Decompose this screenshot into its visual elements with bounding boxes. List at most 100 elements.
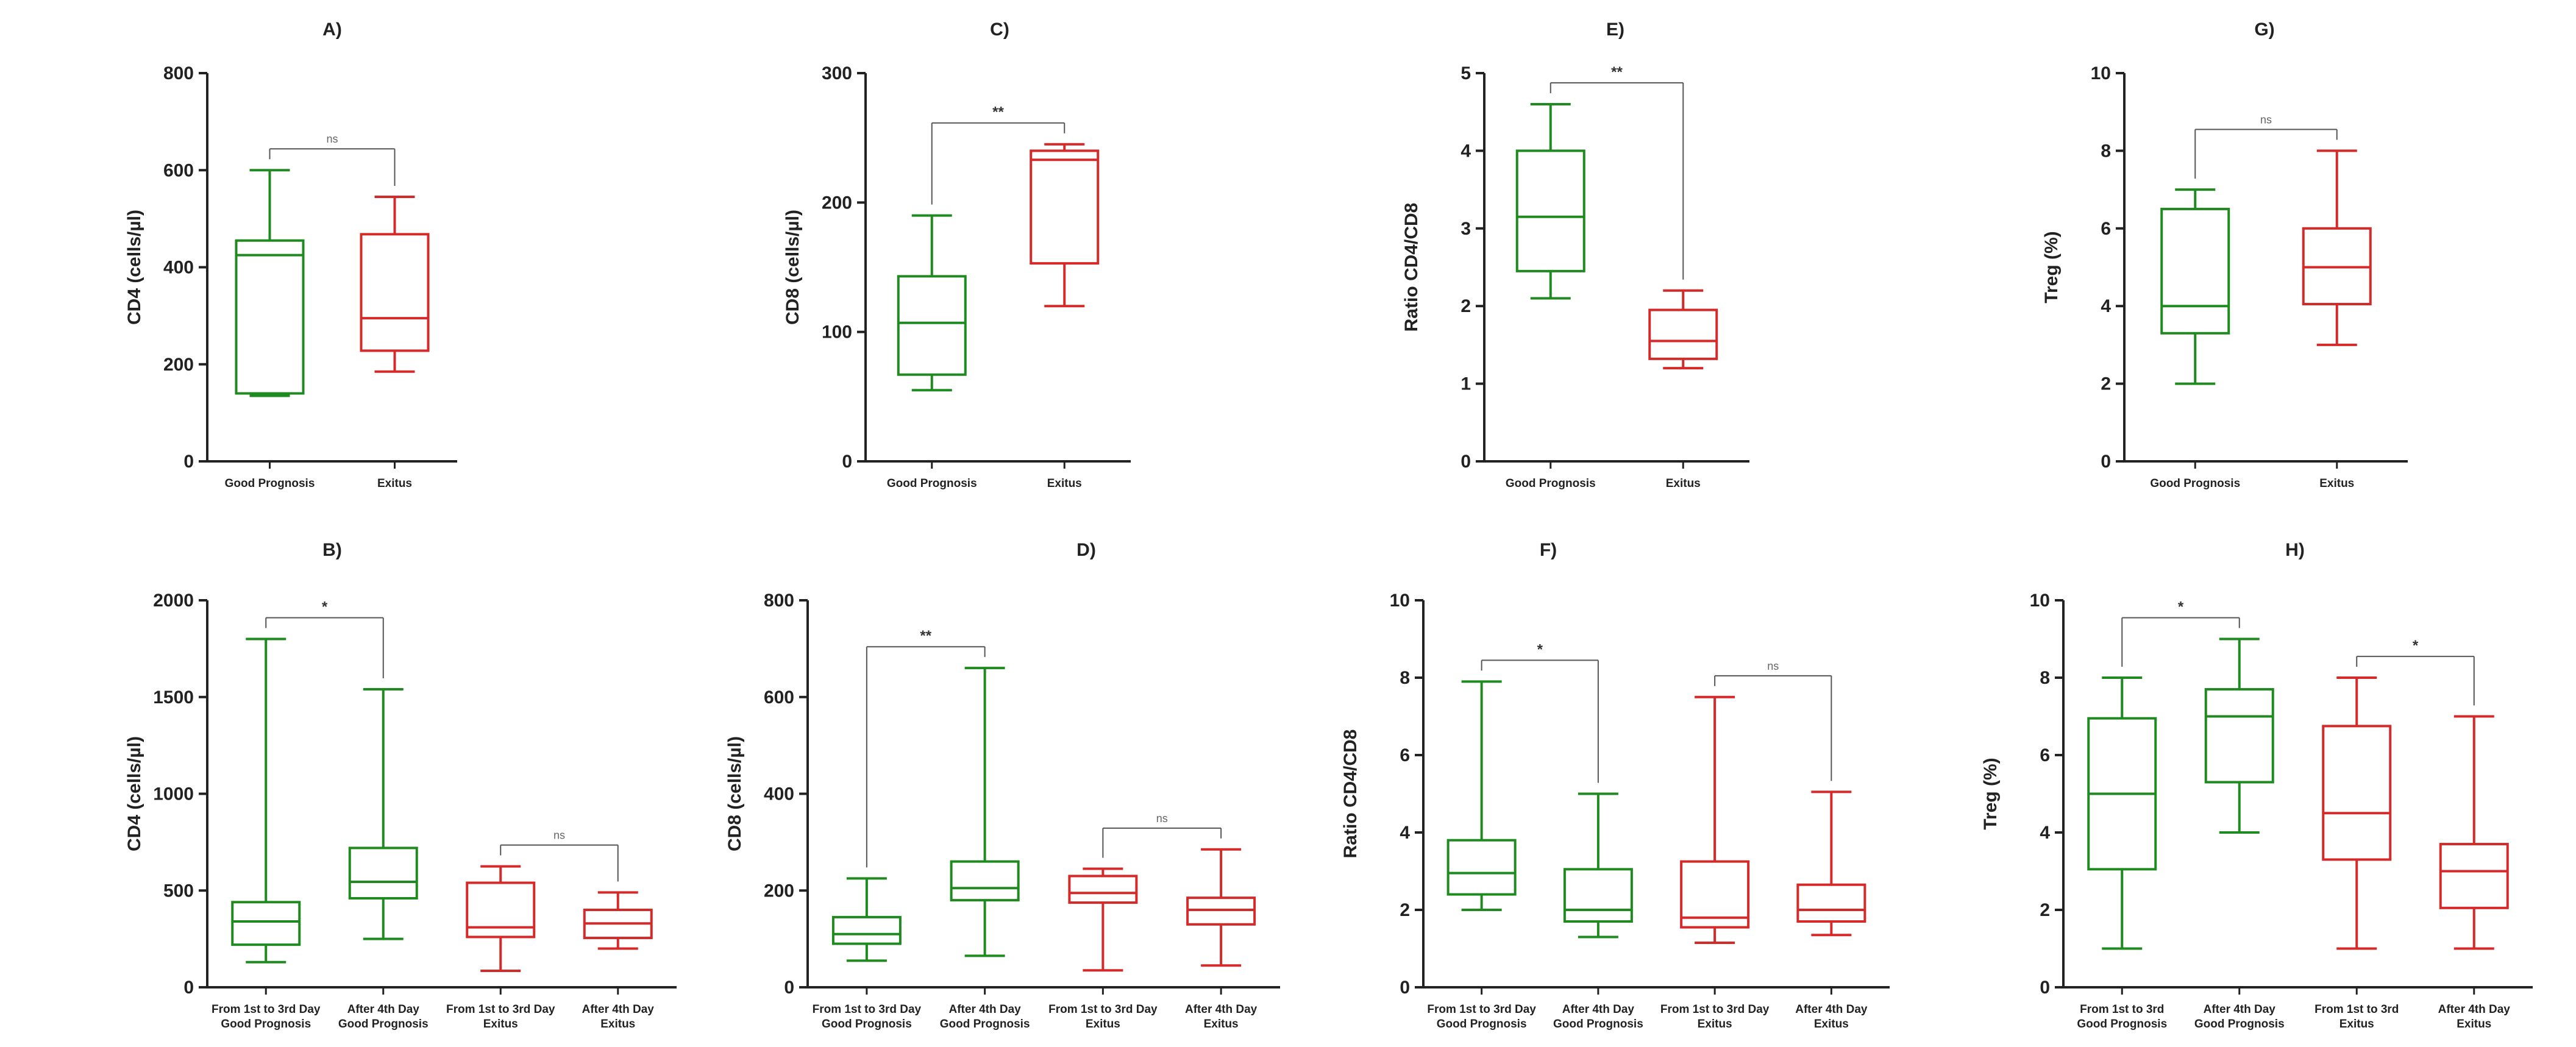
x-category-label: After 4th Day xyxy=(2204,1003,2276,1016)
y-tick-label: 100 xyxy=(822,322,852,342)
box-iqr xyxy=(1030,149,1100,265)
x-category-label: From 1st to 3rd Day xyxy=(212,1003,321,1016)
y-axis-label: Ratio CD4/CD8 xyxy=(1401,203,1421,332)
panel-g: G) 0 2 4 6 8 10 Treg (%) Good Prognosis Exitus ns xyxy=(2041,20,2408,490)
y-tick-label: 4 xyxy=(2101,296,2111,316)
y-tick-label: 400 xyxy=(764,784,794,804)
x-category-label: From 1st to 3rd xyxy=(2080,1003,2164,1016)
x-category-label: After 4th Day xyxy=(2438,1003,2511,1016)
x-category-label: Good Prognosis xyxy=(2077,1018,2167,1031)
x-category-label: Exitus xyxy=(600,1018,635,1031)
box-iqr xyxy=(831,915,902,945)
panel-f: F) 0 2 4 6 8 10 Ratio CD4/CD8 From 1st to 3rd Da… xyxy=(1340,540,1890,1031)
y-tick-label: 200 xyxy=(764,881,794,901)
significance-bracket: ns xyxy=(1102,812,1222,858)
box-iqr xyxy=(231,901,301,946)
y-tick-label: 3 xyxy=(1461,219,1471,239)
panel-e: E) 0 1 2 3 4 5 Ratio CD4/CD8 Good Prognosis Exitu… xyxy=(1401,20,1749,490)
y-axis-label: CD4 (cells/µl) xyxy=(124,210,144,325)
y-tick-label: 10 xyxy=(2091,63,2111,83)
x-category-label: Exitus xyxy=(1666,477,1701,490)
box-exitus-4 xyxy=(1796,790,1866,937)
x-category-label: Good Prognosis xyxy=(1506,477,1596,490)
y-tick-label: 6 xyxy=(2040,745,2050,765)
x-category-label: After 4th Day xyxy=(1795,1003,1868,1016)
x-category-label: Good Prognosis xyxy=(1437,1018,1527,1031)
significance-label: ns xyxy=(553,829,565,842)
y-axis-label: CD8 (cells/µl) xyxy=(783,210,803,325)
panel-title: F) xyxy=(1540,540,1557,560)
y-tick-label: 6 xyxy=(1400,745,1410,765)
panel-c: C) 0 100 200 300 CD8 (cells/µl) Good Prognosis… xyxy=(783,20,1131,490)
y-axis-label: Treg (%) xyxy=(2041,231,2062,303)
box-iqr xyxy=(466,881,536,939)
box-good-1 xyxy=(1446,680,1517,911)
y-tick-label: 300 xyxy=(822,63,852,83)
x-category-label: Good Prognosis xyxy=(940,1018,1030,1031)
box-iqr xyxy=(360,233,430,352)
box-good-1 xyxy=(2087,676,2157,950)
y-tick-label: 2 xyxy=(2040,900,2050,920)
x-category-label: After 4th Day xyxy=(347,1003,420,1016)
y-tick-label: 10 xyxy=(2030,591,2050,611)
y-tick-label: 6 xyxy=(2101,219,2111,239)
box-good-1 xyxy=(1515,102,1585,300)
box-good-2 xyxy=(950,667,1020,957)
y-tick-label: 0 xyxy=(183,978,194,998)
y-axis-label: CD8 (cells/µl) xyxy=(725,736,745,851)
x-category-label: Exitus xyxy=(1814,1018,1849,1031)
significance-bracket: * xyxy=(2356,637,2475,706)
box-iqr xyxy=(2204,688,2274,784)
significance-label: ns xyxy=(326,133,338,145)
y-tick-label: 500 xyxy=(163,881,194,901)
y-axis-label: CD4 (cells/µl) xyxy=(124,736,144,851)
box-iqr xyxy=(1648,308,1718,360)
x-category-label: From 1st to 3rd Day xyxy=(1660,1003,1770,1016)
x-category-label: Good Prognosis xyxy=(1553,1018,1643,1031)
box-iqr xyxy=(235,239,305,395)
box-exitus-4 xyxy=(1186,848,1256,967)
significance-label: ns xyxy=(2260,113,2272,126)
significance-bracket: * xyxy=(2121,599,2240,667)
y-tick-label: 0 xyxy=(1461,452,1471,472)
x-category-label: Good Prognosis xyxy=(822,1018,912,1031)
box-iqr xyxy=(2322,725,2392,861)
x-category-label: Good Prognosis xyxy=(225,477,315,490)
y-tick-label: 0 xyxy=(2040,978,2050,998)
panel-title: A) xyxy=(322,20,342,40)
y-tick-label: 4 xyxy=(1461,141,1471,161)
x-category-label: Good Prognosis xyxy=(887,477,977,490)
box-iqr xyxy=(1446,839,1517,896)
x-category-label: Exitus xyxy=(1086,1018,1120,1031)
y-tick-label: 8 xyxy=(2101,141,2111,161)
y-tick-label: 4 xyxy=(2040,823,2050,843)
box-good-2 xyxy=(348,688,418,940)
y-tick-label: 0 xyxy=(1400,978,1410,998)
significance-label: * xyxy=(1537,641,1543,658)
significance-label: * xyxy=(2178,599,2184,616)
x-category-label: Exitus xyxy=(2339,1018,2374,1031)
box-good-2 xyxy=(1563,792,1633,939)
box-exitus-3 xyxy=(1680,695,1750,944)
panel-title: H) xyxy=(2285,540,2305,560)
box-iqr xyxy=(1515,149,1585,272)
panel-a: A) 0 200 400 600 800 CD4 (cells/µl) Good Progno… xyxy=(124,20,457,490)
y-tick-label: 200 xyxy=(822,193,852,213)
box-exitus-4 xyxy=(583,891,653,950)
y-tick-label: 600 xyxy=(764,687,794,708)
y-tick-label: 8 xyxy=(2040,668,2050,688)
box-iqr xyxy=(1563,868,1633,923)
box-good-2 xyxy=(2204,637,2274,834)
box-exitus-2 xyxy=(2302,149,2372,346)
x-category-label: Exitus xyxy=(1204,1018,1239,1031)
x-category-label: From 1st to 3rd Day xyxy=(1048,1003,1158,1016)
x-category-label: Exitus xyxy=(1698,1018,1732,1031)
significance-bracket: ** xyxy=(866,628,986,868)
box-good-1 xyxy=(897,214,967,392)
x-category-label: Exitus xyxy=(2319,477,2354,490)
y-tick-label: 0 xyxy=(784,978,794,998)
y-tick-label: 200 xyxy=(163,355,194,375)
x-category-label: Exitus xyxy=(2457,1018,2491,1031)
box-iqr xyxy=(1680,860,1750,929)
